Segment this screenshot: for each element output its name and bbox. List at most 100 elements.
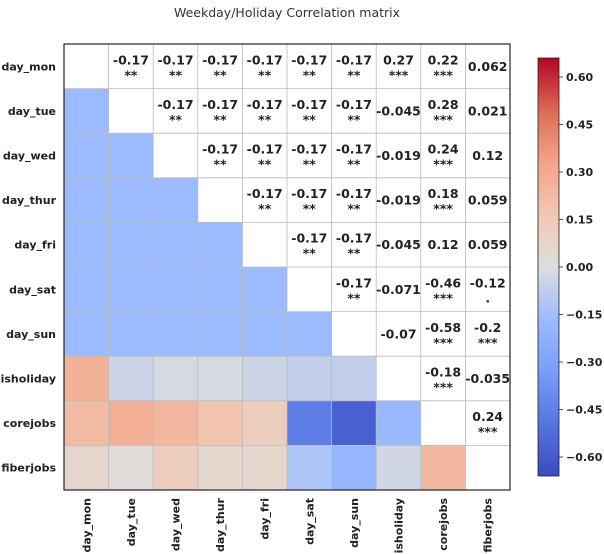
heatmap-cell	[242, 400, 287, 446]
cell-value-label: -0.2	[474, 320, 501, 335]
cell-value-label: -0.12	[470, 275, 506, 290]
heatmap-cell	[376, 445, 421, 490]
heatmap-cell	[153, 311, 198, 357]
cell-value-label: 0.059	[468, 237, 508, 252]
significance-stars: .	[485, 290, 490, 305]
heatmap-cell	[287, 311, 332, 357]
heatmap-cell	[153, 267, 198, 312]
significance-stars: ***	[389, 67, 409, 82]
heatmap-cell	[108, 445, 154, 490]
cell-value-label: -0.07	[380, 326, 416, 341]
significance-stars: **	[258, 67, 272, 82]
heatmap-cell	[108, 400, 154, 446]
cell-value-label: -0.17	[157, 52, 193, 67]
x-tick-label: isholiday	[393, 498, 406, 553]
y-tick-label: isholiday	[1, 373, 56, 386]
heatmap-cell	[197, 267, 243, 312]
heatmap-cell	[242, 356, 287, 401]
significance-stars: **	[347, 290, 361, 305]
cell-value-label: -0.17	[113, 52, 149, 67]
cell-value-label: -0.58	[425, 320, 461, 335]
cell-value-label: -0.17	[247, 186, 283, 201]
cell-value-label: -0.045	[376, 103, 421, 118]
significance-stars: **	[347, 157, 361, 172]
x-tick-label: day_wed	[170, 498, 183, 551]
significance-stars: ***	[433, 335, 453, 350]
heatmap-cell	[331, 400, 377, 446]
cell-value-label: -0.071	[376, 282, 421, 297]
heatmap-cell	[108, 133, 154, 178]
heatmap-cell	[197, 222, 243, 267]
heatmap-cell	[331, 445, 377, 490]
cell-value-label: -0.17	[247, 142, 283, 157]
x-tick-label: day_sat	[303, 498, 316, 545]
heatmap-cell	[153, 400, 198, 446]
cell-value-label: 0.24	[428, 142, 459, 157]
colorbar	[537, 57, 560, 477]
cell-value-label: -0.019	[376, 193, 421, 208]
significance-stars: ***	[433, 290, 453, 305]
heatmap-cell	[64, 88, 109, 134]
significance-stars: **	[258, 112, 272, 127]
cell-value-label: -0.17	[336, 186, 372, 201]
heatmap-cell	[64, 222, 109, 267]
significance-stars: ***	[433, 157, 453, 172]
plot-frame	[63, 43, 511, 491]
cell-value-label: -0.17	[291, 97, 327, 112]
heatmap-cell	[242, 311, 287, 357]
heatmap-cell	[64, 356, 109, 401]
y-tick-label: day_thur	[2, 194, 57, 207]
significance-stars: **	[303, 67, 317, 82]
significance-stars: **	[303, 157, 317, 172]
x-tick-label: day_sun	[348, 498, 361, 548]
colorbar-tick-label: 0.30	[566, 166, 593, 179]
heatmap-cell	[64, 400, 109, 446]
cell-value-label: 0.12	[428, 237, 459, 252]
heatmap-cell	[287, 356, 332, 401]
significance-stars: **	[347, 201, 361, 216]
cell-value-label: -0.17	[336, 52, 372, 67]
cell-value-label: -0.17	[291, 186, 327, 201]
cell-value-label: -0.17	[336, 142, 372, 157]
y-tick-label: day_tue	[8, 105, 56, 118]
cell-value-label: -0.17	[157, 97, 193, 112]
chart-title: Weekday/Holiday Correlation matrix	[174, 5, 400, 20]
heatmap-cell	[197, 311, 243, 357]
y-tick-label: day_sat	[9, 283, 56, 296]
cell-value-label: 0.12	[472, 148, 503, 163]
heatmap-cell	[331, 356, 377, 401]
heatmap-cell	[197, 400, 243, 446]
heatmap-cell	[197, 356, 243, 401]
significance-stars: ***	[433, 67, 453, 82]
significance-stars: **	[169, 67, 183, 82]
heatmap-cell	[287, 445, 332, 490]
heatmap-cell	[153, 177, 198, 223]
x-tick-label: fiberjobs	[482, 498, 495, 553]
y-tick-label: day_sun	[6, 328, 56, 341]
cell-value-label: -0.17	[291, 231, 327, 246]
significance-stars: **	[303, 246, 317, 261]
significance-stars: ***	[433, 380, 453, 395]
cell-value-label: 0.062	[468, 59, 508, 74]
heatmap-cell	[153, 222, 198, 267]
heatmap-cell	[197, 445, 243, 490]
x-tick-label: corejobs	[437, 498, 450, 551]
heatmap-cell	[153, 356, 198, 401]
significance-stars: **	[303, 201, 317, 216]
heatmap-cell	[64, 311, 109, 357]
cell-value-label: 0.18	[428, 186, 459, 201]
heatmap-cell	[420, 445, 466, 490]
cell-value-label: -0.17	[291, 142, 327, 157]
y-tick-label: day_fri	[14, 239, 56, 252]
significance-stars: ***	[433, 201, 453, 216]
heatmap-cell	[64, 445, 109, 490]
heatmap-cell	[64, 177, 109, 223]
y-tick-label: day_mon	[2, 60, 56, 73]
heatmap-cell	[108, 222, 154, 267]
cell-value-label: 0.28	[428, 97, 459, 112]
heatmap-cell	[108, 356, 154, 401]
colorbar-tick-label: 0.60	[566, 71, 593, 84]
colorbar-tick-label: −0.45	[566, 404, 602, 417]
y-tick-label: day_wed	[3, 150, 56, 163]
